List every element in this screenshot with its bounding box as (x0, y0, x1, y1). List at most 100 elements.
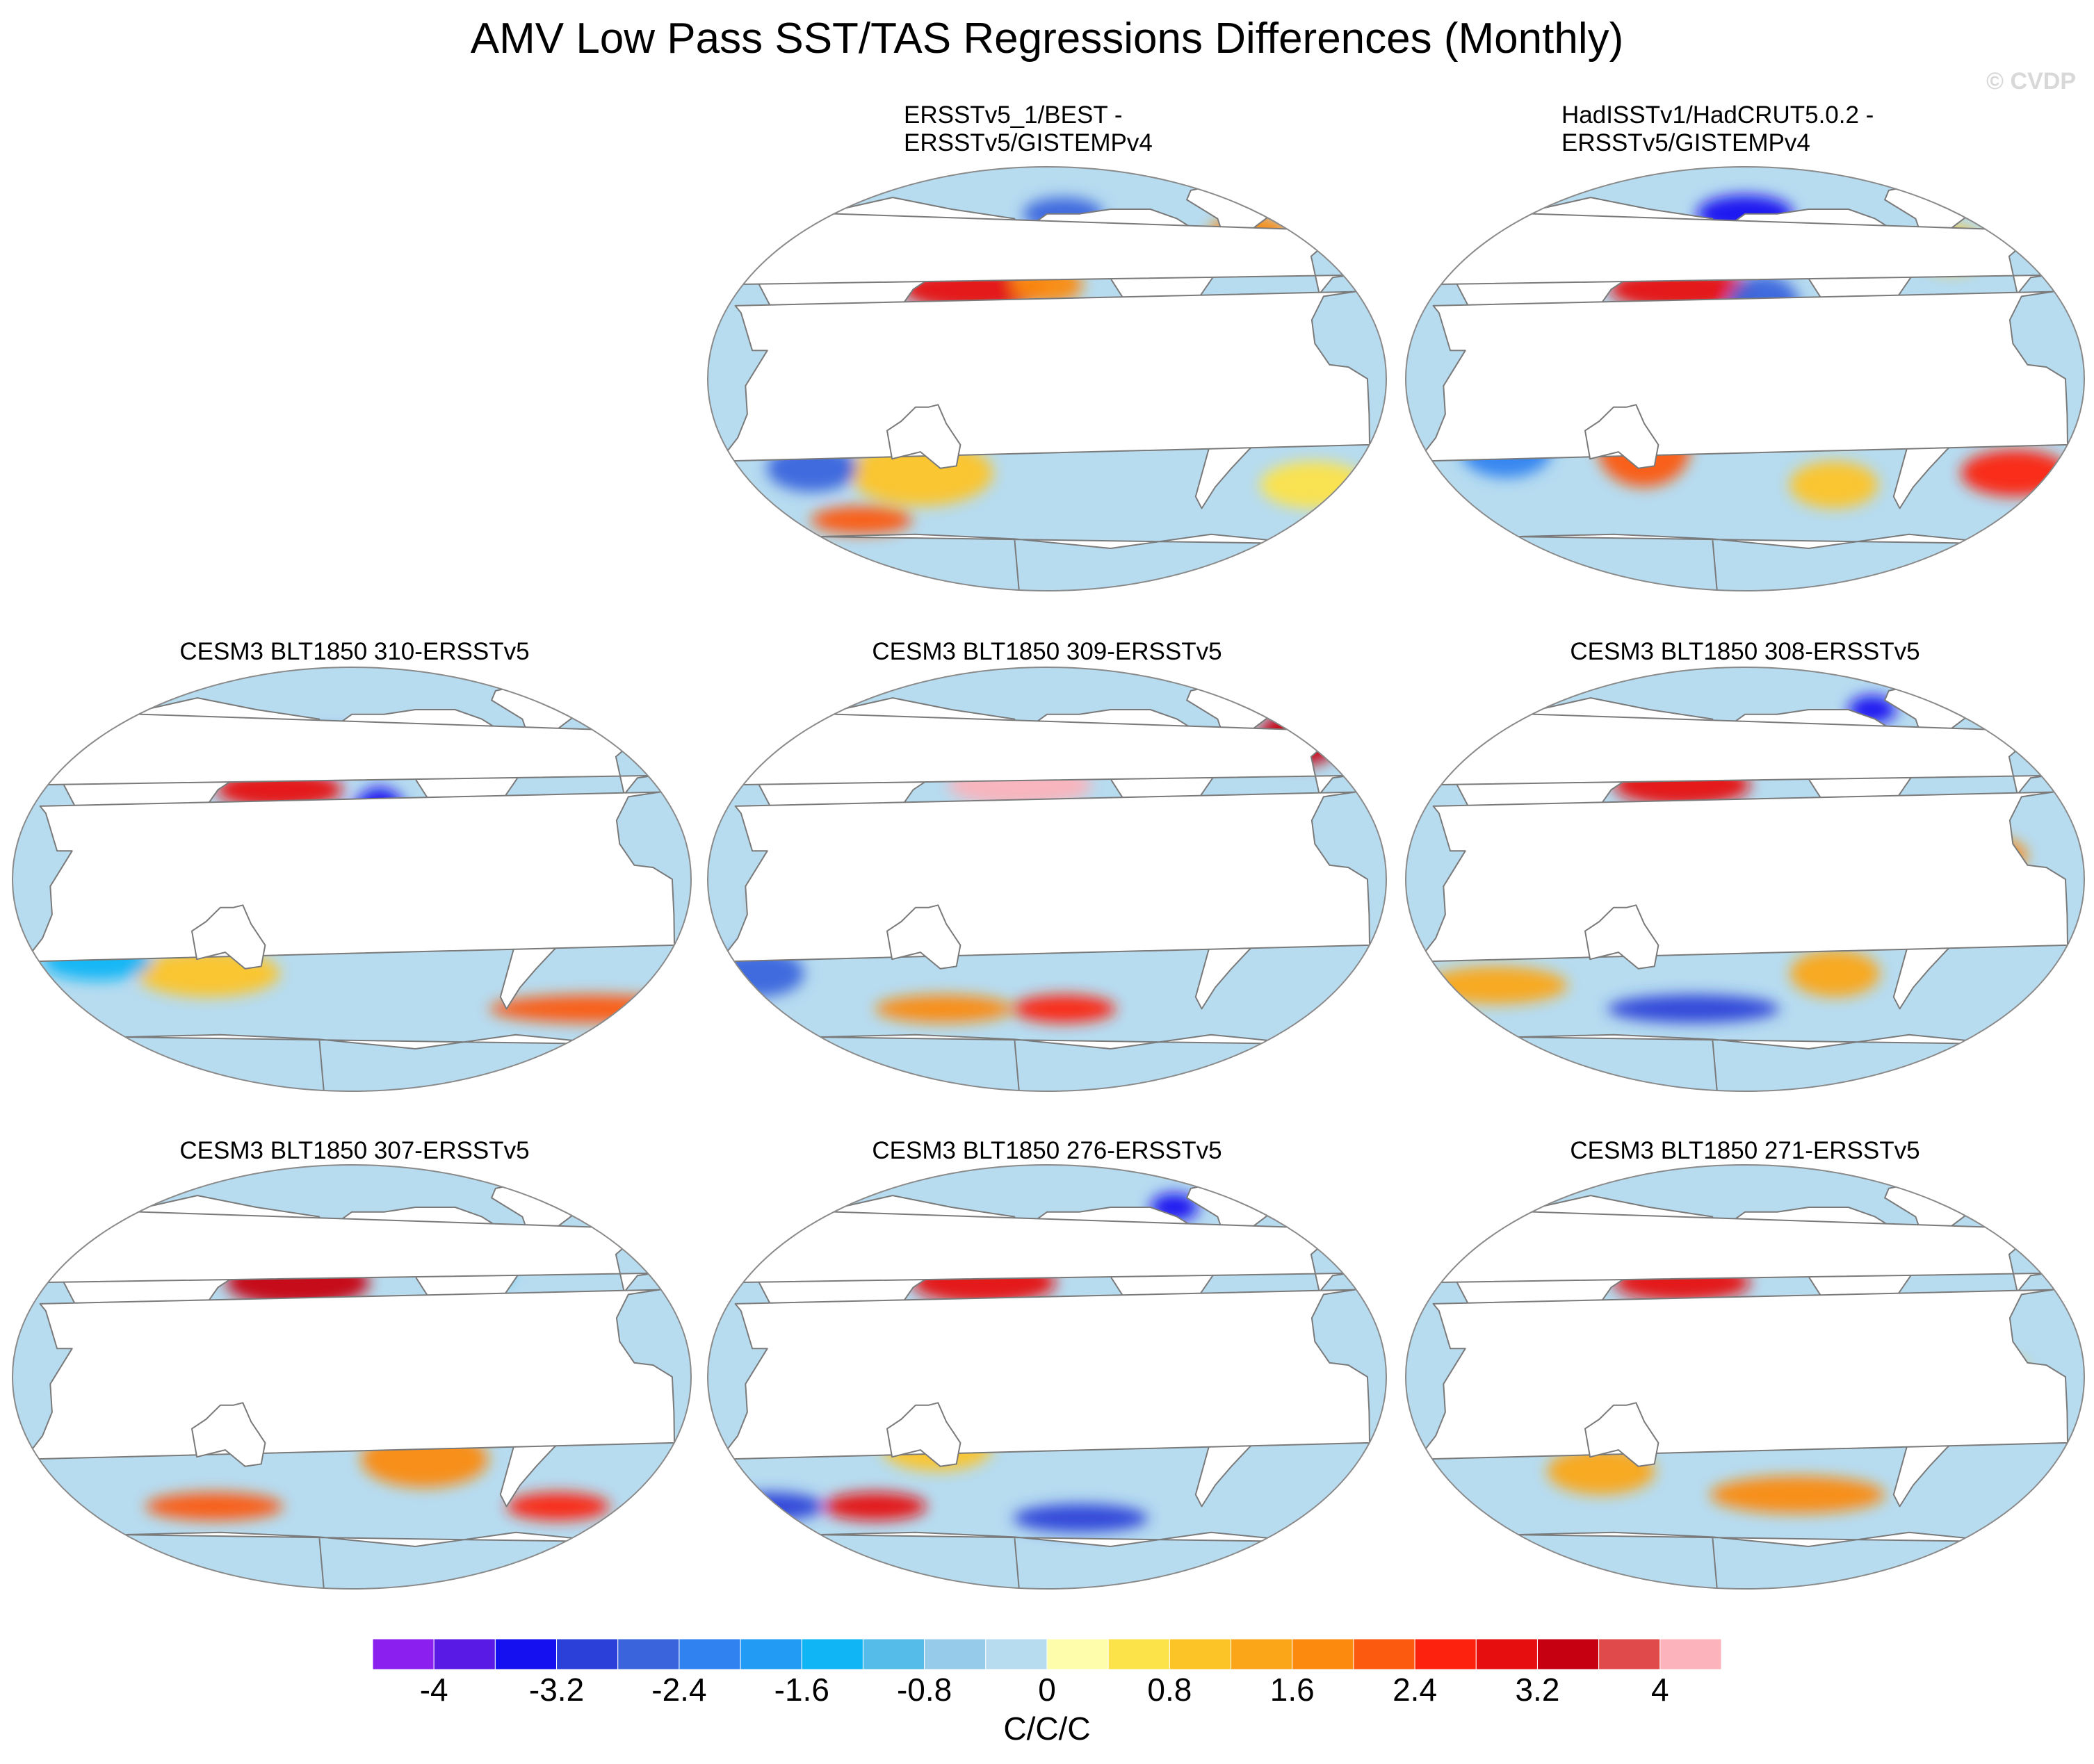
anomaly-region (1547, 1447, 1655, 1495)
anomaly-region (720, 1492, 824, 1521)
map-frame (1405, 1164, 2085, 1590)
map-panel (1405, 166, 2085, 591)
map-panel (1405, 1164, 2085, 1590)
map-frame (707, 1164, 1387, 1590)
anomaly-region (1013, 1504, 1149, 1533)
land-australia (191, 904, 266, 970)
colorbar-bin (924, 1639, 987, 1669)
panel-title-line: CESM3 BLT1850 271-ERSSTv5 (1570, 1137, 1920, 1164)
colorbar-bin (1475, 1639, 1538, 1669)
colorbar-tick-label: -3.2 (528, 1672, 585, 1708)
colorbar-bin (1107, 1639, 1170, 1669)
colorbar-bin (494, 1639, 558, 1669)
map-panel (1405, 667, 2085, 1092)
panel-title-line: ERSSTv5/GISTEMPv4 (904, 129, 1153, 156)
figure-title: AMV Low Pass SST/TAS Regressions Differe… (470, 15, 1624, 63)
land-australia (886, 1402, 961, 1467)
colorbar-tick-label: -1.6 (774, 1672, 829, 1708)
anomaly-region (823, 1492, 927, 1521)
panel-title: CESM3 BLT1850 271-ERSSTv5 (1397, 1137, 2093, 1165)
land-africa (718, 791, 1370, 963)
panel-title-line: ERSSTv5_1/BEST - (904, 101, 1123, 129)
map-panel (12, 1164, 692, 1590)
anomaly-region (1260, 461, 1367, 509)
land-africa (1416, 291, 2068, 462)
colorbar-units: C/C/C (1003, 1710, 1091, 1747)
map-frame (1405, 667, 2085, 1092)
anomaly-region (506, 1492, 610, 1521)
colorbar-bin (433, 1639, 496, 1669)
land-australia (1584, 1402, 1659, 1467)
land-africa (718, 1289, 1370, 1460)
land-australia (886, 904, 961, 970)
land-australia (191, 1402, 266, 1467)
colorbar-bin (617, 1639, 680, 1669)
land-africa (23, 1289, 675, 1460)
colorbar-tick-label: 1.6 (1269, 1672, 1315, 1708)
anomaly-region (875, 995, 1013, 1023)
panel-title: CESM3 BLT1850 308-ERSSTv5 (1397, 638, 2093, 666)
map-frame (1405, 166, 2085, 591)
anomaly-region (1789, 461, 1878, 509)
colorbar-bin (556, 1639, 619, 1669)
panel-title-line: CESM3 BLT1850 310-ERSSTv5 (179, 638, 530, 665)
map-panel (12, 667, 692, 1092)
anomaly-region (1789, 949, 1881, 997)
panel-title-line: ERSSTv5/GISTEMPv4 (1561, 129, 1810, 156)
colorbar-bin (1353, 1639, 1415, 1669)
colorbar-bin (801, 1639, 863, 1669)
colorbar-bin (1414, 1639, 1477, 1669)
colorbar-tick-label: -4 (419, 1672, 448, 1708)
land-africa (718, 291, 1370, 462)
anomaly-region (1710, 1476, 1885, 1514)
anomaly-region (811, 506, 913, 534)
land-africa (23, 791, 675, 963)
colorbar-bin (1536, 1639, 1600, 1669)
colorbar-tick-label: 0 (1038, 1672, 1056, 1708)
colorbar-bin (1231, 1639, 1293, 1669)
anomaly-region (489, 995, 691, 1023)
map-panel (707, 1164, 1387, 1590)
panel-title-line: CESM3 BLT1850 276-ERSSTv5 (872, 1137, 1222, 1164)
colorbar-bin (373, 1639, 435, 1669)
anomaly-region (1607, 995, 1780, 1023)
anomaly-region (1425, 966, 1568, 1004)
cvdp-watermark: © CVDP (1986, 68, 2076, 95)
panel-title-line: CESM3 BLT1850 309-ERSSTv5 (872, 638, 1222, 665)
land-australia (1584, 404, 1659, 469)
panel-title: CESM3 BLT1850 310-ERSSTv5 (7, 638, 702, 666)
map-panel (707, 667, 1387, 1092)
colorbar-bin (1046, 1639, 1109, 1669)
colorbar-tick-label: -2.4 (651, 1672, 707, 1708)
panel-title-line: CESM3 BLT1850 308-ERSSTv5 (1570, 638, 1920, 665)
colorbar-bin (985, 1639, 1048, 1669)
anomaly-region (1012, 995, 1116, 1023)
panel-title: CESM3 BLT1850 307-ERSSTv5 (7, 1137, 702, 1165)
colorbar-bin (740, 1639, 802, 1669)
colorbar-bin (1169, 1639, 1232, 1669)
map-frame (12, 667, 692, 1092)
panel-title: HadISSTv1/HadCRUT5.0.2 - ERSSTv5/GISTEMPv… (1561, 101, 1874, 157)
colorbar-tick-label: 3.2 (1515, 1672, 1560, 1708)
anomaly-region (145, 1492, 284, 1521)
colorbar-bin (1292, 1639, 1354, 1669)
colorbar-tick-label: 4 (1651, 1672, 1669, 1708)
map-frame (12, 1164, 692, 1590)
colorbar (373, 1639, 1721, 1669)
panel-title: ERSSTv5_1/BEST - ERSSTv5/GISTEMPv4 (904, 101, 1153, 157)
anomaly-region (1961, 449, 2069, 497)
colorbar-tick-label: 2.4 (1393, 1672, 1438, 1708)
map-frame (707, 667, 1387, 1092)
colorbar-bin (1598, 1639, 1661, 1669)
colorbar-bin (1659, 1639, 1721, 1669)
colorbar-bin (862, 1639, 925, 1669)
colorbar-bin (679, 1639, 741, 1669)
panel-title-line: CESM3 BLT1850 307-ERSSTv5 (179, 1137, 530, 1164)
panel-title-line: HadISSTv1/HadCRUT5.0.2 - (1561, 101, 1874, 129)
map-panel (707, 166, 1387, 591)
land-africa (1416, 791, 2068, 963)
map-frame (707, 166, 1387, 591)
panel-title: CESM3 BLT1850 309-ERSSTv5 (699, 638, 1395, 666)
land-australia (886, 404, 961, 469)
land-africa (1416, 1289, 2068, 1460)
